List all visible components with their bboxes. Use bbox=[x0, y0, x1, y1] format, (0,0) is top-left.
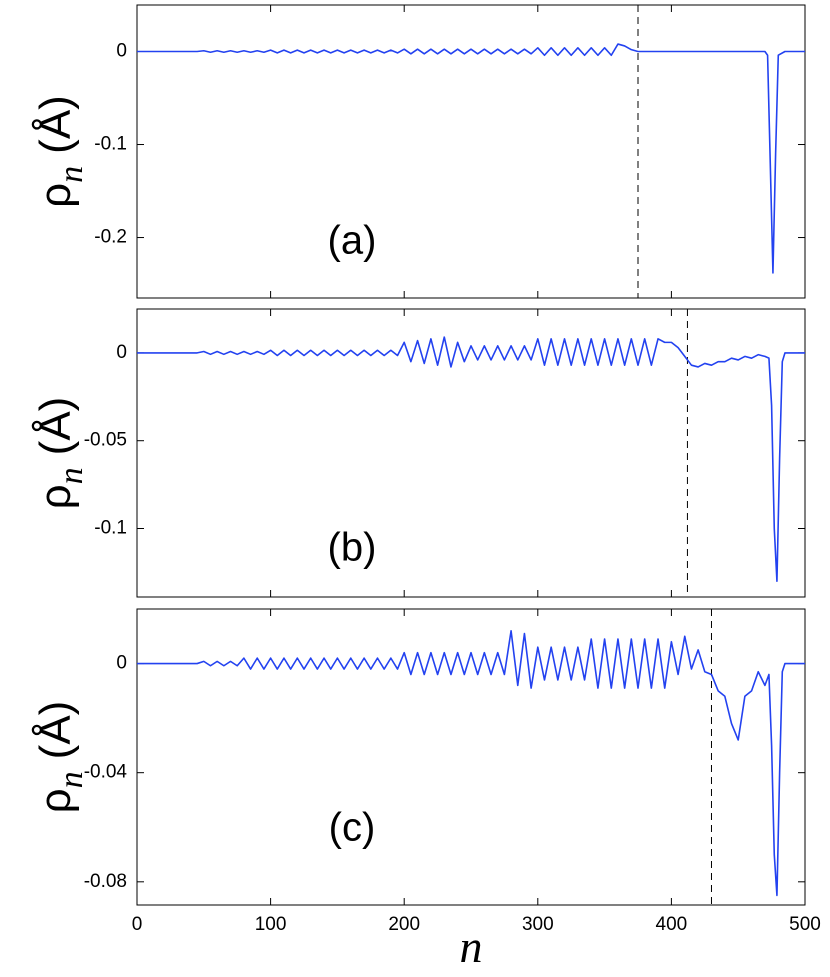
x-tick-label: 100 bbox=[255, 914, 287, 935]
plot-frame bbox=[136, 308, 806, 598]
y-axis-label: ρn (Å) bbox=[31, 701, 90, 814]
panel: -0.2 -0.1 0 (a) ρn (Å) bbox=[31, 4, 806, 299]
plot-frame bbox=[136, 608, 806, 906]
x-axis-label: n bbox=[460, 921, 483, 972]
y-label-unit: (Å) bbox=[31, 95, 80, 154]
y-tick-label: 0 bbox=[116, 41, 127, 62]
y-tick-label: -0.1 bbox=[94, 134, 127, 155]
y-label-subscript: n bbox=[53, 166, 90, 183]
x-tick-label: 200 bbox=[388, 914, 420, 935]
panel-annotation: (c) bbox=[329, 806, 376, 850]
y-label-unit: (Å) bbox=[31, 397, 80, 456]
y-label-symbol: ρ bbox=[31, 484, 80, 509]
y-label-subscript: n bbox=[53, 467, 90, 484]
y-tick-label: -0.1 bbox=[94, 518, 127, 539]
y-label-subscript: n bbox=[53, 771, 90, 788]
y-tick-label: -0.05 bbox=[84, 430, 127, 451]
y-tick-label: 0 bbox=[116, 653, 127, 674]
panel-annotation: (b) bbox=[328, 526, 377, 570]
y-axis-label: ρn (Å) bbox=[31, 397, 90, 510]
y-label-unit: (Å) bbox=[31, 701, 80, 760]
panel-annotation: (a) bbox=[328, 219, 377, 263]
y-label-symbol: ρ bbox=[31, 788, 80, 813]
panel: -0.1 -0.05 0 (b) ρn (Å) bbox=[31, 308, 806, 598]
data-line bbox=[137, 43, 805, 274]
x-tick-label: 400 bbox=[656, 914, 688, 935]
y-label-symbol: ρ bbox=[31, 183, 80, 208]
y-tick-label: 0 bbox=[116, 342, 127, 363]
y-tick-label: -0.04 bbox=[84, 762, 128, 783]
x-tick-label: 500 bbox=[789, 914, 821, 935]
data-line bbox=[137, 630, 805, 897]
y-axis-label: ρn (Å) bbox=[31, 95, 90, 208]
data-line bbox=[137, 336, 805, 582]
x-tick-label: 300 bbox=[522, 914, 554, 935]
plot-frame bbox=[136, 4, 806, 299]
x-tick-label: 0 bbox=[132, 914, 143, 935]
y-tick-label: -0.08 bbox=[84, 871, 127, 892]
y-tick-label: -0.2 bbox=[94, 227, 127, 248]
